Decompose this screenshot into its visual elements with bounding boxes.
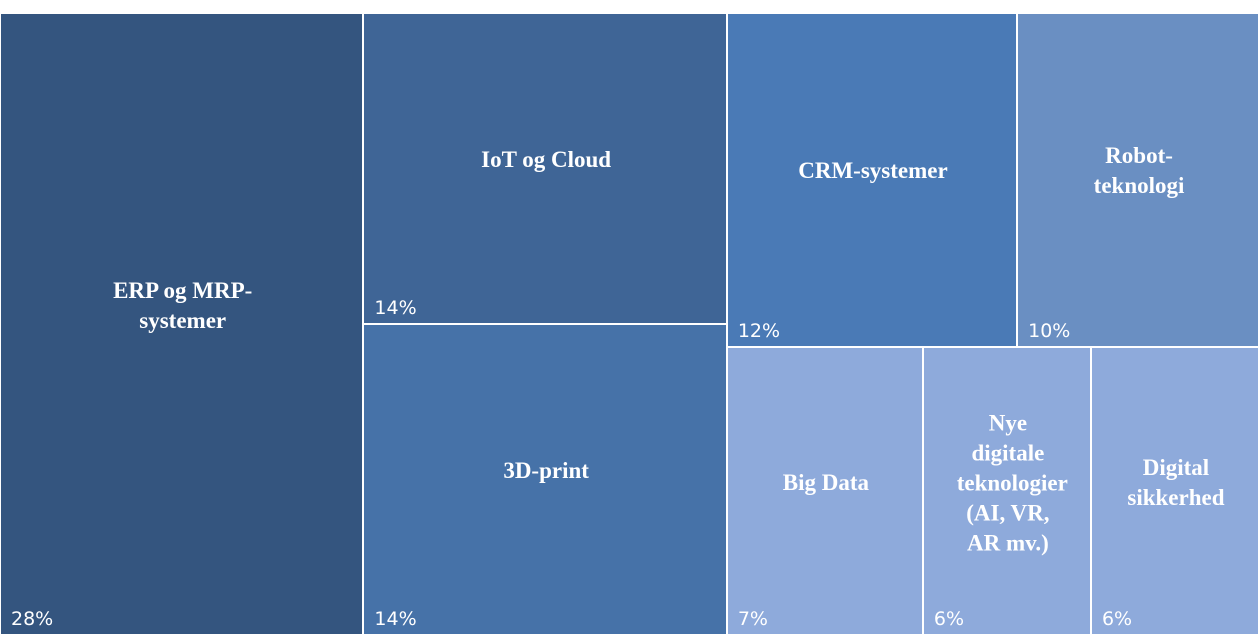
- tile-label: Robot-teknologi: [1093, 142, 1185, 198]
- value-label: 12%: [737, 319, 781, 342]
- value-label: 28%: [11, 608, 54, 630]
- tile: Big Data 7%: [726, 346, 923, 635]
- value-label: 6%: [933, 607, 965, 630]
- tile-label: 3D-print: [503, 458, 589, 484]
- tile-label: CRM-systemer: [798, 157, 948, 183]
- value-label: 14%: [374, 297, 417, 319]
- value-label: 6%: [1101, 607, 1133, 630]
- value-label: 14%: [374, 608, 417, 630]
- tile: Robot-teknologi 10%: [1017, 13, 1259, 347]
- tile-label: ERP og MRP-systemer: [113, 278, 253, 334]
- tile-label: Nye digitale teknologier (AI, VR, AR mv.…: [956, 410, 1068, 556]
- tile: IoT og Cloud 14%: [363, 13, 727, 324]
- tile-label: IoT og Cloud: [481, 147, 612, 173]
- tile: 3D-print 14%: [363, 324, 727, 635]
- tile-label: Big Data: [782, 470, 869, 496]
- value-label: 7%: [737, 607, 768, 630]
- tile-label: Digital sikkerhed: [1127, 455, 1225, 511]
- tile: CRM-systemer 12%: [726, 13, 1018, 347]
- tile: Nye digitale teknologier (AI, VR, AR mv.…: [922, 346, 1091, 635]
- tile: ERP og MRP-systemer 28%: [0, 13, 364, 635]
- tile: Digital sikkerhed 6%: [1090, 346, 1259, 635]
- value-label: 10%: [1028, 319, 1071, 342]
